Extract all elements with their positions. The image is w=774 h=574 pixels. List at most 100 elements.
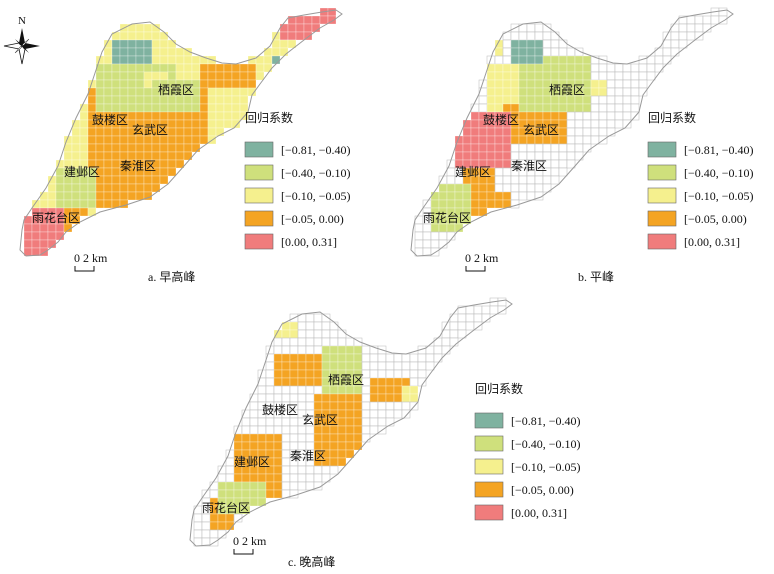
grid-cell (103, 47, 113, 57)
grid-cell (265, 473, 275, 483)
grid-cell (151, 175, 161, 185)
grid-cell (127, 63, 137, 73)
grid-cell (510, 175, 520, 185)
grid-cell (199, 79, 209, 89)
grid-cell (329, 337, 339, 347)
grid-cell (135, 135, 145, 145)
grid-cell (329, 441, 339, 451)
grid-cell (183, 71, 193, 81)
grid-cell (385, 417, 395, 427)
grid-cell (143, 79, 153, 89)
grid-cell (199, 111, 209, 121)
grid-cell (305, 385, 315, 395)
grid-cell (305, 329, 315, 339)
grid-cell (199, 71, 209, 81)
legend-title: 回归系数 (245, 110, 293, 125)
grid-cell (95, 191, 105, 201)
grid-cell (353, 417, 363, 427)
grid-cell (273, 417, 283, 427)
grid-cell (183, 127, 193, 137)
grid-cell (111, 175, 121, 185)
grid-cell (193, 529, 203, 539)
grid-cell (135, 103, 145, 113)
grid-cell (462, 215, 472, 225)
grid-cell (518, 95, 528, 105)
grid-cell (263, 63, 273, 73)
grid-cell (223, 63, 233, 73)
grid-cell (239, 71, 249, 81)
grid-cell (614, 87, 624, 97)
grid-cell (313, 321, 323, 331)
grid-cell (502, 127, 512, 137)
grid-cell (297, 361, 307, 371)
grid-cell (465, 321, 475, 331)
grid-cell (55, 199, 65, 209)
grid-cell (534, 39, 544, 49)
grid-cell (191, 119, 201, 129)
grid-cell (135, 63, 145, 73)
grid-cell (526, 47, 536, 57)
grid-cell (159, 135, 169, 145)
grid-cell (273, 353, 283, 363)
grid-cell (558, 63, 568, 73)
grid-cell (215, 119, 225, 129)
grid-cell (329, 457, 339, 467)
grid-cell (279, 31, 289, 41)
grid-cell (23, 231, 33, 241)
grid-cell (191, 135, 201, 145)
grid-cell (614, 79, 624, 89)
grid-cell (598, 127, 608, 137)
grid-cell (143, 31, 153, 41)
grid-cell (79, 127, 89, 137)
grid-cell (167, 167, 177, 177)
grid-cell (199, 63, 209, 73)
grid-cell (55, 175, 65, 185)
grid-cell (247, 79, 257, 89)
grid-cell (271, 47, 281, 57)
grid-cell (345, 409, 355, 419)
grid-cell (247, 71, 257, 81)
grid-cell (414, 231, 424, 241)
grid-cell (329, 361, 339, 371)
grid-cell (225, 481, 235, 491)
grid-cell (494, 71, 504, 81)
grid-cell (111, 63, 121, 73)
grid-cell (159, 39, 169, 49)
grid-cell (71, 215, 81, 225)
grid-cell (313, 353, 323, 363)
grid-cell (281, 329, 291, 339)
grid-cell (409, 377, 419, 387)
district-label: 鼓楼区 (262, 402, 298, 417)
grid-cell (273, 481, 283, 491)
grid-cell (438, 199, 448, 209)
legend-a: 回归系数 [−0.81, −0.40) [−0.40, −0.10) [−0.10, … (244, 110, 351, 250)
grid-cell (273, 465, 283, 475)
grid-cell (111, 87, 121, 97)
grid-cell (223, 111, 233, 121)
grid-cell (241, 481, 251, 491)
grid-cell (393, 361, 403, 371)
grid-cell (454, 183, 464, 193)
grid-cell (590, 135, 600, 145)
grid-cell (345, 441, 355, 451)
grid-cell (502, 47, 512, 57)
grid-cell (305, 353, 315, 363)
grid-cell (71, 191, 81, 201)
grid-cell (207, 103, 217, 113)
grid-cell (127, 79, 137, 89)
grid-cell (313, 385, 323, 395)
district-label: 鼓楼区 (92, 112, 128, 127)
grid-cell (135, 95, 145, 105)
grid-cell (662, 55, 672, 65)
map-c-cells (193, 297, 507, 547)
grid-cell (241, 433, 251, 443)
grid-cell (281, 449, 291, 459)
grid-cell (542, 135, 552, 145)
district-label: 栖霞区 (158, 82, 194, 97)
grid-cell (401, 385, 411, 395)
grid-cell (582, 103, 592, 113)
grid-cell (159, 103, 169, 113)
grid-cell (385, 361, 395, 371)
legend-swatch (474, 481, 504, 498)
grid-cell (345, 353, 355, 363)
